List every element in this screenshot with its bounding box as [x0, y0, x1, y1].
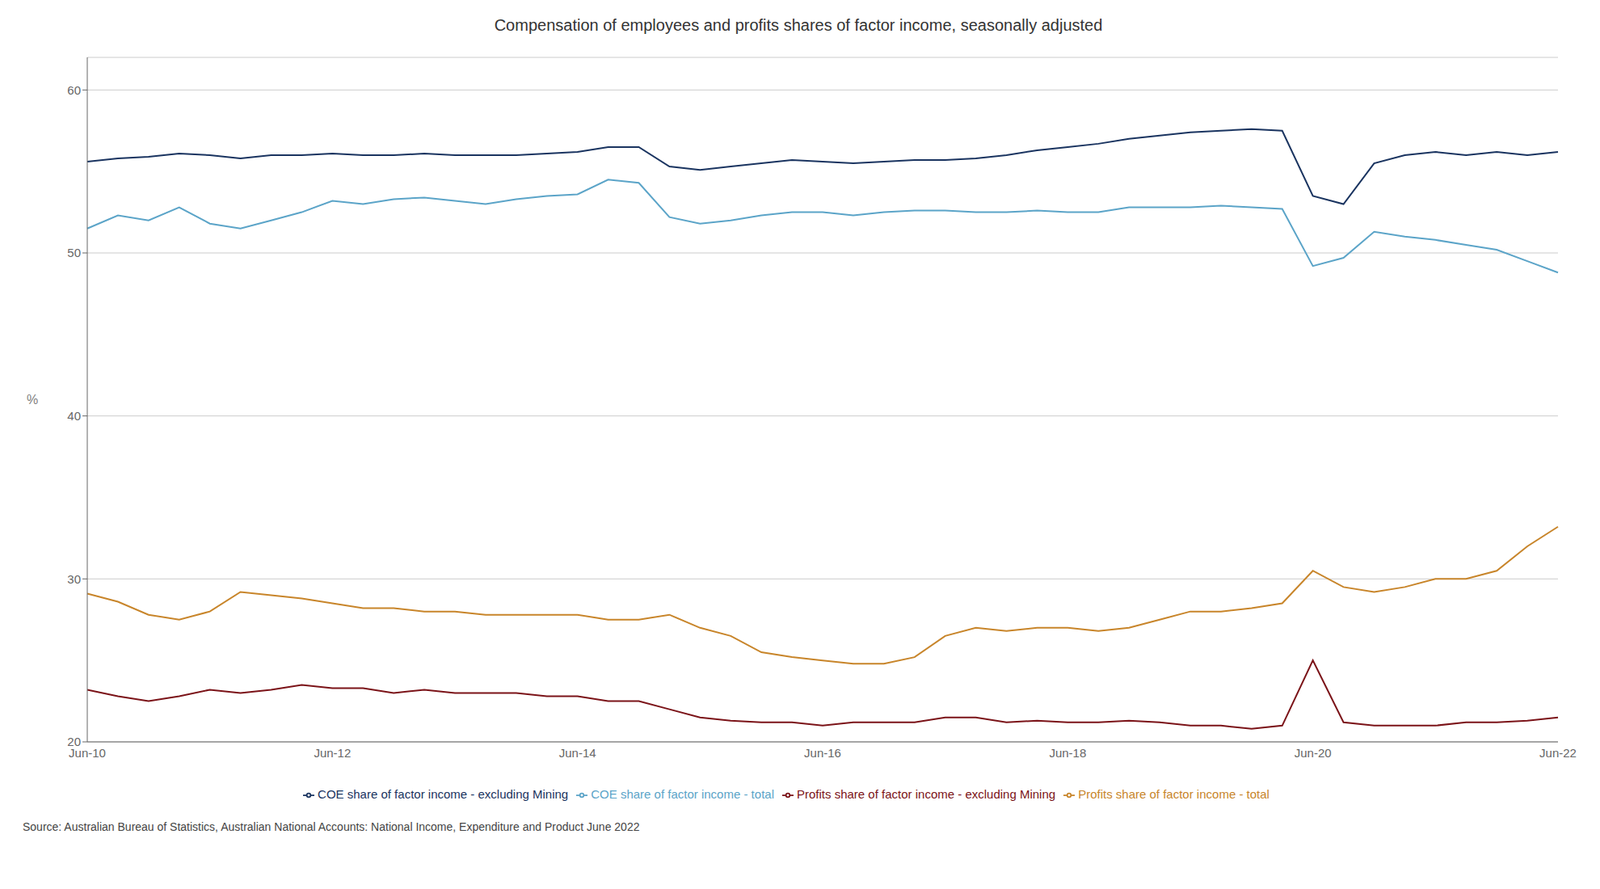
html-text:COE share of factor income - e: COE share of factor income - excluding M…	[317, 787, 569, 801]
svg-text:Jun-10: Jun-10	[68, 745, 106, 760]
html-text:Profits share of factor income: Profits share of factor income - excludi…	[796, 787, 1056, 801]
svg-text:40: 40	[67, 408, 81, 423]
html-text:Compensation of employees and: Compensation of employees and profits sh…	[494, 16, 1103, 34]
svg-text:Jun-16: Jun-16	[804, 745, 842, 760]
svg-text:Jun-18: Jun-18	[1048, 745, 1087, 760]
html-text:COE share of factor income - t: COE share of factor income - total	[590, 787, 775, 801]
svg-text:20: 20	[67, 734, 81, 749]
svg-text:50: 50	[67, 245, 81, 260]
svg-text:Jun-20: Jun-20	[1294, 745, 1332, 760]
html-text:Source: Australian Bureau of S: Source: Australian Bureau of Statistics,…	[22, 820, 640, 834]
svg-text:Jun-12: Jun-12	[313, 745, 351, 760]
svg-text:Jun-22: Jun-22	[1539, 745, 1577, 760]
svg-text:%: %	[26, 392, 38, 407]
svg-text:60: 60	[67, 83, 81, 97]
svg-text:Jun-14: Jun-14	[559, 745, 597, 760]
svg-text:30: 30	[67, 572, 81, 586]
html-text:Profits share of factor income: Profits share of factor income - total	[1078, 787, 1270, 801]
